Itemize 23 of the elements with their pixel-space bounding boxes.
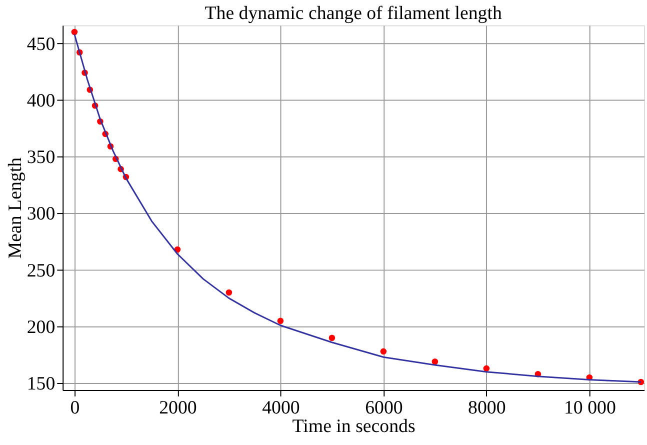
y-axis-title: Mean Length [4,156,26,259]
y-tick-label: 300 [26,204,56,225]
point [277,318,284,324]
x-axis-title: Time in seconds [292,416,416,438]
x-tick-label: 4000 [262,397,300,418]
x-tick-label: 0 [70,397,80,418]
point [432,358,438,365]
y-tick-label: 350 [26,147,56,168]
x-tick-label: 2000 [159,397,197,418]
x-tick-label: 10 000 [564,397,616,418]
point [483,365,490,372]
y-tick-label: 400 [26,90,56,112]
chart-title: The dynamic change of filament length [204,3,502,24]
x-tick-label: 8000 [468,397,506,418]
y-tick-label: 250 [26,260,56,282]
point [226,289,232,296]
point [380,348,387,355]
point [71,28,78,36]
x-tick-label: 6000 [365,397,403,418]
y-tick-label: 450 [26,34,56,55]
point [328,334,336,341]
y-tick-label: 150 [26,374,56,395]
y-tick-label: 200 [26,316,56,338]
